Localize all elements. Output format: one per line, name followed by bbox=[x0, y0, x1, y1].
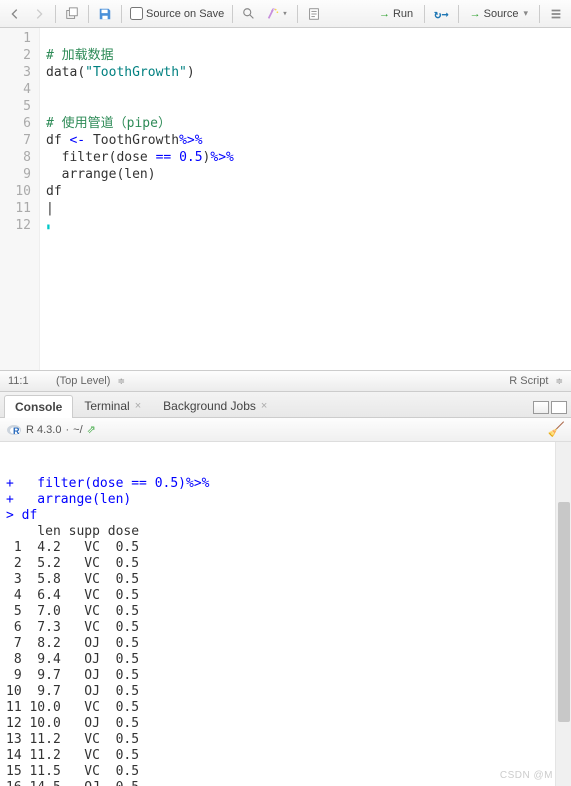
separator bbox=[55, 5, 56, 23]
r-logo-icon: R bbox=[6, 422, 22, 438]
forward-icon[interactable] bbox=[28, 3, 50, 25]
table-row: 13 11.2 VC 0.5 bbox=[6, 732, 565, 748]
tab-close-icon[interactable]: × bbox=[261, 400, 267, 412]
tab-background-jobs[interactable]: Background Jobs× bbox=[152, 394, 278, 417]
separator bbox=[297, 5, 298, 23]
separator bbox=[88, 5, 89, 23]
separator bbox=[424, 5, 425, 23]
table-row: 12 10.0 OJ 0.5 bbox=[6, 716, 565, 732]
table-row: 9 9.7 OJ 0.5 bbox=[6, 668, 565, 684]
run-label: Run bbox=[393, 8, 413, 20]
source-arrow-icon: → bbox=[470, 8, 481, 20]
table-row: 15 11.5 VC 0.5 bbox=[6, 764, 565, 780]
clear-console-icon[interactable]: 🧹 bbox=[548, 421, 565, 438]
compile-report-icon[interactable] bbox=[303, 3, 325, 25]
table-row: 2 5.2 VC 0.5 bbox=[6, 556, 565, 572]
back-icon[interactable] bbox=[4, 3, 26, 25]
tab-terminal[interactable]: Terminal× bbox=[73, 394, 152, 417]
console-output[interactable]: + filter(dose == 0.5)%>%+ arrange(len)> … bbox=[0, 442, 571, 786]
source-on-save-label: Source on Save bbox=[146, 8, 224, 20]
table-row: 7 8.2 OJ 0.5 bbox=[6, 636, 565, 652]
tab-close-icon[interactable]: × bbox=[135, 400, 141, 412]
source-editor[interactable]: 123456789101112 # 加载数据data("ToothGrowth"… bbox=[0, 28, 571, 370]
editor-status-bar: 11:1 (Top Level) ≑ R Script ≑ bbox=[0, 370, 571, 392]
maximize-pane-icon[interactable] bbox=[551, 401, 567, 414]
find-icon[interactable] bbox=[238, 3, 260, 25]
table-row: 16 14.5 OJ 0.5 bbox=[6, 780, 565, 786]
cursor-position: 11:1 bbox=[8, 375, 56, 387]
watermark: CSDN @M bbox=[500, 768, 553, 784]
table-row: 10 9.7 OJ 0.5 bbox=[6, 684, 565, 700]
code-tools-icon[interactable]: ▾ bbox=[262, 3, 291, 25]
scrollbar-thumb[interactable] bbox=[558, 502, 570, 722]
r-version-label: R 4.3.0 bbox=[26, 424, 61, 436]
source-on-save-input[interactable] bbox=[130, 7, 143, 20]
console-tabbar: ConsoleTerminal×Background Jobs× bbox=[0, 392, 571, 418]
table-row: 4 6.4 VC 0.5 bbox=[6, 588, 565, 604]
outline-icon[interactable] bbox=[545, 3, 567, 25]
source-label: Source bbox=[484, 8, 519, 20]
source-button[interactable]: → Source ▾ bbox=[464, 3, 534, 25]
table-row: 8 9.4 OJ 0.5 bbox=[6, 652, 565, 668]
console-scrollbar[interactable] bbox=[555, 442, 571, 786]
file-type-selector[interactable]: R Script ≑ bbox=[509, 375, 563, 387]
table-row: 3 5.8 VC 0.5 bbox=[6, 572, 565, 588]
separator bbox=[232, 5, 233, 23]
table-row: 5 7.0 VC 0.5 bbox=[6, 604, 565, 620]
minimize-pane-icon[interactable] bbox=[533, 401, 549, 414]
save-icon[interactable] bbox=[94, 3, 116, 25]
tab-console[interactable]: Console bbox=[4, 395, 73, 418]
separator bbox=[121, 5, 122, 23]
table-row: 1 4.2 VC 0.5 bbox=[6, 540, 565, 556]
show-in-new-window-icon[interactable] bbox=[61, 3, 83, 25]
source-toolbar: Source on Save ▾ → Run ↻→ → Source ▾ bbox=[0, 0, 571, 28]
console-path-arrow-icon[interactable]: ⇗ bbox=[87, 423, 96, 436]
console-working-dir[interactable]: ~/ bbox=[73, 424, 82, 436]
editor-code[interactable]: # 加载数据data("ToothGrowth") # 使用管道（pipe）df… bbox=[40, 28, 571, 370]
table-row: 14 11.2 VC 0.5 bbox=[6, 748, 565, 764]
editor-gutter: 123456789101112 bbox=[0, 28, 40, 370]
pane-window-controls[interactable] bbox=[533, 401, 567, 417]
table-row: 6 7.3 VC 0.5 bbox=[6, 620, 565, 636]
separator bbox=[539, 5, 540, 23]
source-on-save-checkbox[interactable]: Source on Save bbox=[127, 7, 227, 20]
console-header: R R 4.3.0 · ~/ ⇗ 🧹 bbox=[0, 418, 571, 442]
run-button[interactable]: → Run bbox=[373, 3, 419, 25]
run-arrow-icon: → bbox=[379, 8, 390, 20]
svg-text:R: R bbox=[13, 426, 20, 436]
console-path-sep: · bbox=[65, 424, 69, 436]
scope-selector[interactable]: (Top Level) ≑ bbox=[56, 375, 125, 387]
rerun-icon[interactable]: ↻→ bbox=[430, 3, 452, 25]
separator bbox=[458, 5, 459, 23]
table-row: 11 10.0 VC 0.5 bbox=[6, 700, 565, 716]
